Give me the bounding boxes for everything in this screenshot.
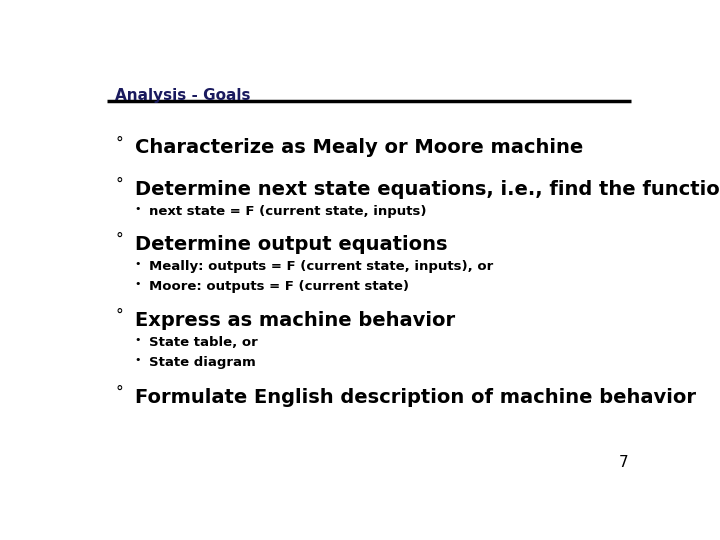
Text: Analysis - Goals: Analysis - Goals: [115, 87, 251, 103]
Text: State table, or: State table, or: [148, 336, 257, 349]
Text: °: °: [115, 136, 123, 151]
Text: •: •: [135, 335, 141, 345]
Text: °: °: [115, 232, 123, 247]
Text: next state = F (current state, inputs): next state = F (current state, inputs): [148, 205, 426, 218]
Text: Determine output equations: Determine output equations: [135, 235, 447, 254]
Text: •: •: [135, 355, 141, 365]
Text: Characterize as Mealy or Moore machine: Characterize as Mealy or Moore machine: [135, 138, 583, 158]
Text: Moore: outputs = F (current state): Moore: outputs = F (current state): [148, 280, 408, 293]
Text: Formulate English description of machine behavior: Formulate English description of machine…: [135, 388, 696, 407]
Text: Express as machine behavior: Express as machine behavior: [135, 311, 455, 330]
Text: °: °: [115, 385, 123, 400]
Text: •: •: [135, 279, 141, 289]
Text: 7: 7: [619, 455, 629, 470]
Text: •: •: [135, 204, 141, 214]
Text: Meally: outputs = F (current state, inputs), or: Meally: outputs = F (current state, inpu…: [148, 260, 493, 273]
Text: Determine next state equations, i.e., find the function F: Determine next state equations, i.e., fi…: [135, 180, 720, 199]
Text: °: °: [115, 177, 123, 192]
Text: State diagram: State diagram: [148, 356, 256, 369]
Text: °: °: [115, 308, 123, 323]
Text: •: •: [135, 259, 141, 269]
